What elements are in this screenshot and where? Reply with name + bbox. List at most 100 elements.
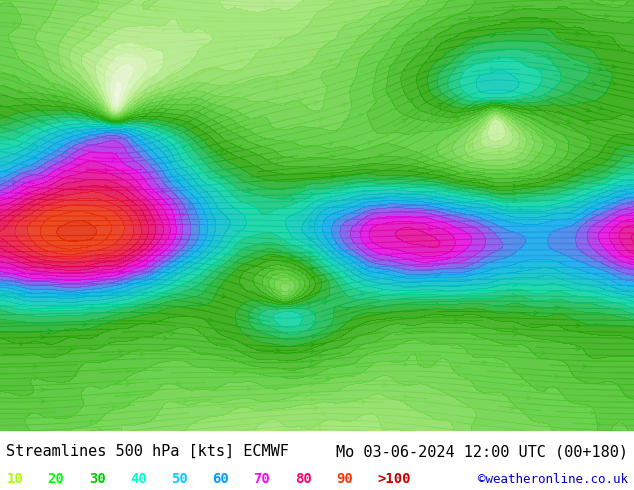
FancyArrowPatch shape <box>119 270 122 274</box>
FancyArrowPatch shape <box>513 198 517 202</box>
FancyArrowPatch shape <box>169 160 174 164</box>
FancyArrowPatch shape <box>204 19 209 23</box>
FancyArrowPatch shape <box>240 59 245 63</box>
FancyArrowPatch shape <box>540 20 545 24</box>
FancyArrowPatch shape <box>61 64 66 68</box>
Text: 30: 30 <box>89 472 105 487</box>
FancyArrowPatch shape <box>597 41 602 45</box>
FancyArrowPatch shape <box>283 60 287 64</box>
FancyArrowPatch shape <box>52 94 57 98</box>
FancyArrowPatch shape <box>310 275 314 279</box>
FancyArrowPatch shape <box>513 333 517 336</box>
FancyArrowPatch shape <box>290 255 295 259</box>
FancyArrowPatch shape <box>181 145 186 149</box>
FancyArrowPatch shape <box>309 258 314 262</box>
FancyArrowPatch shape <box>429 227 433 231</box>
FancyArrowPatch shape <box>105 185 110 189</box>
FancyArrowPatch shape <box>313 406 318 410</box>
FancyArrowPatch shape <box>309 219 313 222</box>
FancyArrowPatch shape <box>70 347 74 351</box>
FancyArrowPatch shape <box>155 8 160 12</box>
FancyArrowPatch shape <box>437 103 443 107</box>
FancyArrowPatch shape <box>517 146 522 149</box>
FancyArrowPatch shape <box>90 419 94 423</box>
FancyArrowPatch shape <box>233 405 238 409</box>
FancyArrowPatch shape <box>134 92 138 96</box>
FancyArrowPatch shape <box>86 49 91 53</box>
Text: Streamlines 500 hPa [kts] ECMWF: Streamlines 500 hPa [kts] ECMWF <box>6 444 289 459</box>
FancyArrowPatch shape <box>311 398 315 402</box>
FancyArrowPatch shape <box>527 396 531 400</box>
FancyArrowPatch shape <box>279 36 283 40</box>
FancyArrowPatch shape <box>611 0 616 2</box>
FancyArrowPatch shape <box>310 366 314 369</box>
FancyArrowPatch shape <box>82 26 87 30</box>
FancyArrowPatch shape <box>383 383 387 387</box>
FancyArrowPatch shape <box>310 359 314 363</box>
FancyArrowPatch shape <box>13 179 17 183</box>
FancyArrowPatch shape <box>513 116 518 120</box>
FancyArrowPatch shape <box>313 312 318 316</box>
FancyArrowPatch shape <box>83 322 87 326</box>
FancyArrowPatch shape <box>13 21 17 25</box>
Text: 50: 50 <box>171 472 188 487</box>
Text: Mo 03-06-2024 12:00 UTC (00+180): Mo 03-06-2024 12:00 UTC (00+180) <box>335 444 628 459</box>
FancyArrowPatch shape <box>51 84 56 88</box>
FancyArrowPatch shape <box>195 267 200 270</box>
Text: >100: >100 <box>377 472 411 487</box>
FancyArrowPatch shape <box>91 0 95 3</box>
Text: 20: 20 <box>48 472 64 487</box>
FancyArrowPatch shape <box>482 121 486 124</box>
FancyArrowPatch shape <box>404 363 408 367</box>
FancyArrowPatch shape <box>299 98 304 102</box>
FancyArrowPatch shape <box>208 103 213 107</box>
FancyArrowPatch shape <box>576 324 581 328</box>
FancyArrowPatch shape <box>436 273 440 277</box>
FancyArrowPatch shape <box>41 388 45 392</box>
FancyArrowPatch shape <box>114 101 118 105</box>
FancyArrowPatch shape <box>555 306 559 310</box>
FancyArrowPatch shape <box>597 2 602 6</box>
FancyArrowPatch shape <box>41 400 45 404</box>
FancyArrowPatch shape <box>331 155 335 159</box>
Text: 10: 10 <box>6 472 23 487</box>
FancyArrowPatch shape <box>208 318 213 322</box>
FancyArrowPatch shape <box>318 424 322 428</box>
FancyArrowPatch shape <box>234 47 238 50</box>
FancyArrowPatch shape <box>319 117 324 121</box>
FancyArrowPatch shape <box>230 81 235 85</box>
FancyArrowPatch shape <box>511 406 516 410</box>
FancyArrowPatch shape <box>27 192 31 196</box>
FancyArrowPatch shape <box>141 46 146 49</box>
FancyArrowPatch shape <box>83 294 87 298</box>
FancyArrowPatch shape <box>597 422 602 426</box>
FancyArrowPatch shape <box>91 306 94 310</box>
FancyArrowPatch shape <box>242 17 246 21</box>
FancyArrowPatch shape <box>316 418 321 422</box>
FancyArrowPatch shape <box>314 101 318 105</box>
FancyArrowPatch shape <box>311 192 315 196</box>
FancyArrowPatch shape <box>576 32 580 36</box>
FancyArrowPatch shape <box>482 360 487 364</box>
FancyArrowPatch shape <box>599 106 604 110</box>
FancyArrowPatch shape <box>105 76 108 80</box>
FancyArrowPatch shape <box>506 205 510 209</box>
FancyArrowPatch shape <box>534 311 538 315</box>
FancyArrowPatch shape <box>455 117 460 121</box>
FancyArrowPatch shape <box>162 27 167 31</box>
FancyArrowPatch shape <box>431 341 436 345</box>
FancyArrowPatch shape <box>513 294 517 298</box>
FancyArrowPatch shape <box>498 56 502 60</box>
FancyArrowPatch shape <box>189 207 193 211</box>
FancyArrowPatch shape <box>152 77 157 82</box>
FancyArrowPatch shape <box>312 334 316 338</box>
FancyArrowPatch shape <box>520 383 524 387</box>
FancyArrowPatch shape <box>102 16 107 20</box>
FancyArrowPatch shape <box>307 302 312 306</box>
FancyArrowPatch shape <box>309 250 313 254</box>
FancyArrowPatch shape <box>274 47 278 50</box>
FancyArrowPatch shape <box>249 315 253 319</box>
FancyArrowPatch shape <box>309 225 313 229</box>
FancyArrowPatch shape <box>404 395 409 399</box>
FancyArrowPatch shape <box>318 428 323 431</box>
